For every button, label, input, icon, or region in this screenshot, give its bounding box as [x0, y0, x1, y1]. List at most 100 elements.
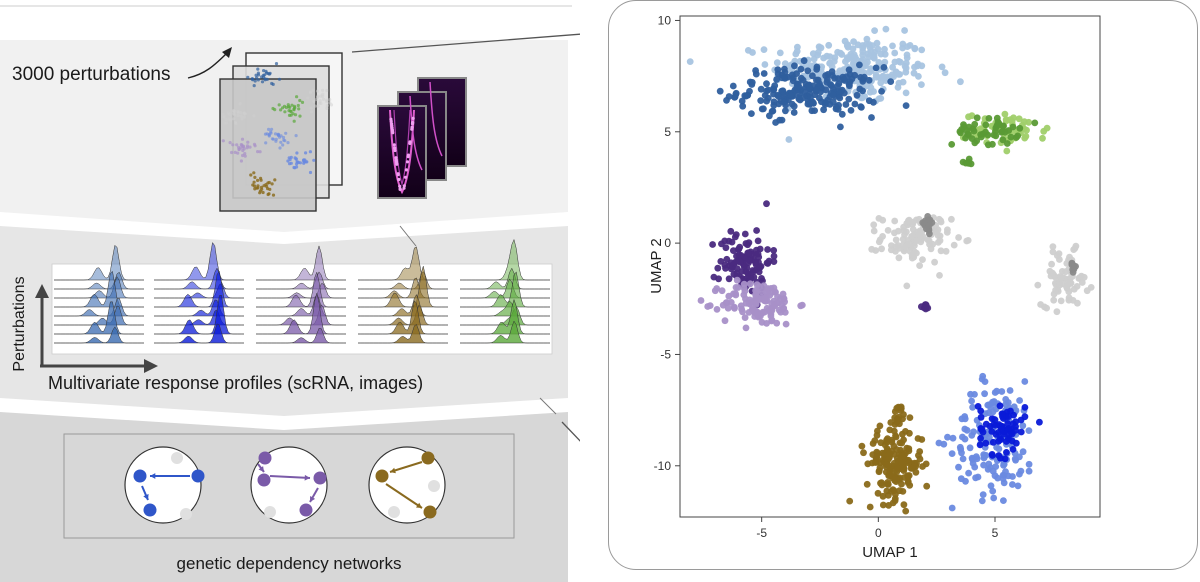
- scatter-point: [755, 253, 763, 261]
- scatter-point: [807, 94, 814, 101]
- scatter-point: [735, 245, 742, 253]
- scatter-point: [847, 107, 855, 114]
- scatter-point: [1003, 140, 1011, 147]
- cluster-14: [846, 414, 931, 515]
- scatter-point: [773, 76, 780, 83]
- scatter-point: [1003, 147, 1011, 155]
- y-axis-label: UMAP 2: [648, 238, 665, 294]
- scatter-point: [724, 304, 732, 312]
- scatter-point: [863, 480, 871, 488]
- scatter-point: [770, 252, 778, 260]
- connector-line-top: [351, 33, 580, 53]
- scatter-point: [1011, 455, 1019, 463]
- scatter-point: [686, 58, 694, 65]
- scatter-point: [795, 94, 802, 101]
- scatter-point: [704, 303, 712, 310]
- scatter-point: [1019, 422, 1027, 430]
- scatter-point: [875, 238, 883, 246]
- scatter-point: [738, 275, 746, 282]
- scatter-point: [904, 43, 911, 50]
- scatter-point: [1007, 407, 1014, 415]
- scatter-point: [779, 290, 787, 298]
- scatter-point: [879, 492, 887, 500]
- scatter-point: [963, 127, 971, 135]
- scatter-point: [782, 320, 790, 328]
- scatter-point: [768, 108, 776, 115]
- scatter-point: [877, 79, 885, 87]
- ridge-panel-4: [460, 238, 550, 344]
- x-tick-label: 0: [875, 526, 882, 540]
- scatter-point: [759, 308, 767, 316]
- scatter-point: [948, 141, 956, 148]
- scatter-point: [760, 282, 768, 290]
- cluster-10: [697, 276, 806, 332]
- scatter-point: [989, 452, 996, 459]
- scatter-point: [1004, 435, 1012, 442]
- scatter-point: [984, 465, 992, 473]
- scatter-point: [804, 67, 812, 75]
- scatter-point: [1049, 248, 1057, 256]
- scatter-point: [1002, 468, 1009, 475]
- scatter-point: [744, 249, 752, 257]
- scatter-point: [891, 475, 899, 483]
- scatter-point: [998, 388, 1006, 395]
- scatter-point: [1021, 404, 1029, 411]
- scatter-point: [753, 227, 760, 234]
- scatter-point: [977, 125, 984, 133]
- scatter-point: [891, 217, 899, 225]
- scatter-point: [914, 435, 922, 442]
- scatter-point: [1017, 428, 1025, 436]
- scatter-point: [849, 45, 857, 53]
- scatter-point: [790, 109, 798, 116]
- scatter-point: [1031, 119, 1039, 127]
- scatter-point: [773, 319, 781, 327]
- scatter-point: [1021, 378, 1029, 385]
- scatter-point: [979, 372, 987, 380]
- scatter-point: [880, 451, 888, 458]
- scatter-point: [891, 467, 899, 474]
- scatter-point: [725, 275, 733, 283]
- scatter-point: [746, 280, 754, 288]
- scatter-point: [969, 403, 976, 411]
- scatter-point: [781, 60, 789, 67]
- ridge-panel-3: [358, 246, 448, 344]
- scatter-point: [1056, 281, 1064, 289]
- scatter-point: [990, 494, 998, 502]
- scatter-point: [937, 247, 945, 255]
- scatter-point: [851, 100, 859, 108]
- scatter-point: [956, 128, 964, 135]
- scatter-point: [857, 103, 865, 111]
- scatter-point: [820, 106, 827, 114]
- scatter-point: [914, 62, 921, 70]
- cluster-8: [1068, 259, 1079, 276]
- scatter-point: [864, 50, 872, 58]
- scatter-point: [1007, 133, 1015, 141]
- cluster-6: [919, 213, 936, 238]
- scatter-point: [883, 487, 891, 495]
- scatter-point: [785, 136, 793, 143]
- scatter-point: [1043, 304, 1050, 312]
- scatter-point: [1009, 481, 1016, 488]
- scatter-point: [740, 263, 748, 270]
- scatter-point: [900, 501, 908, 509]
- scatter-point: [962, 134, 969, 142]
- scatter-point: [760, 46, 768, 53]
- scatter-point: [770, 98, 778, 106]
- network-0: [124, 446, 205, 524]
- x-tick-label: 5: [992, 526, 999, 540]
- profiles-axis-arrow: [144, 359, 158, 373]
- scatter-point: [733, 276, 741, 284]
- scatter-point: [838, 110, 846, 118]
- connector-line-mid2: [539, 397, 557, 415]
- scatter-point: [919, 463, 926, 470]
- scatter-point: [906, 414, 914, 421]
- scatter-point: [998, 410, 1006, 418]
- scatter-point: [973, 114, 981, 122]
- scatter-point: [886, 450, 894, 457]
- scatter-point: [764, 94, 772, 102]
- pointer-arrow-head: [222, 47, 232, 58]
- scatter-point: [995, 120, 1003, 127]
- scatter-point: [870, 98, 877, 106]
- scatter-point: [887, 246, 895, 254]
- scatter-point: [1001, 110, 1009, 118]
